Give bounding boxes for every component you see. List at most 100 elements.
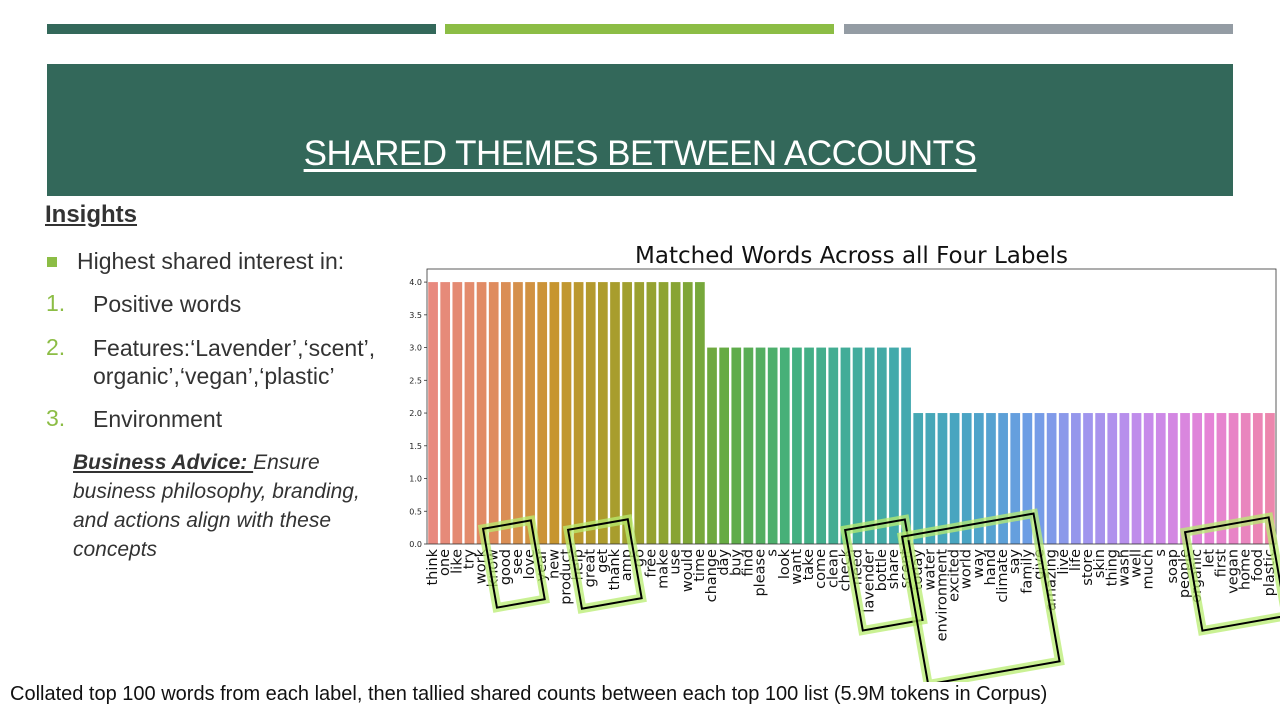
- chart-title: Matched Words Across all Four Labels: [635, 243, 1068, 269]
- bar-organic: [1192, 413, 1203, 544]
- bullet-text: Highest shared interest in:: [77, 248, 345, 274]
- bar-free: [646, 282, 657, 544]
- bar-make: [658, 282, 669, 544]
- bar-get: [598, 282, 608, 544]
- x-tick-label: share: [886, 549, 902, 589]
- x-tick-label: first: [1213, 549, 1229, 578]
- x-tick-label: good: [498, 549, 514, 585]
- y-tick-label: 2.5: [409, 376, 422, 385]
- y-tick-label: 4.0: [409, 278, 422, 287]
- x-tick-label: would: [680, 549, 696, 592]
- x-tick-label: try: [461, 549, 477, 570]
- x-tick-label: think: [425, 548, 441, 585]
- bar-bottle: [876, 347, 887, 544]
- y-tick-label: 0.0: [409, 540, 422, 549]
- x-tick-label: please: [753, 549, 769, 597]
- item-number: 1.: [46, 290, 66, 316]
- matched-words-bar-chart: Matched Words Across all Four Labels 0.0 0…: [409, 243, 1280, 682]
- bar-wash: [1119, 413, 1130, 544]
- bar-plastic: [1265, 413, 1275, 544]
- x-tick-label: skin: [1092, 549, 1108, 578]
- x-tick-label: excited: [947, 549, 963, 602]
- item-text: Positive words: [93, 291, 242, 317]
- bar-world: [961, 413, 972, 544]
- x-tick-label: one: [437, 549, 453, 576]
- bar-know: [488, 282, 499, 544]
- bar-day: [719, 347, 730, 544]
- y-tick-label: 1.5: [409, 442, 422, 451]
- bar-soap: [1168, 413, 1178, 544]
- bar-great: [585, 282, 596, 544]
- bar-water: [925, 413, 936, 544]
- y-tick-label: 1.0: [409, 475, 422, 484]
- bar-excited: [949, 413, 960, 544]
- bar-work: [476, 282, 487, 544]
- x-tick-label: family: [1019, 549, 1035, 594]
- x-tick-label: find: [740, 549, 756, 577]
- x-tick-label: like: [449, 549, 465, 574]
- bar-s: [767, 347, 778, 544]
- x-tick-label: time: [692, 549, 708, 582]
- x-tick-label: get: [595, 549, 611, 573]
- x-tick-label: buy: [728, 549, 744, 576]
- square-bullet-icon: [47, 257, 57, 267]
- title-banner: SHARED THEMES BETWEEN ACCOUNTS: [47, 64, 1233, 196]
- x-tick-label: bottle: [874, 549, 890, 591]
- x-tick-label: clean: [825, 549, 841, 588]
- bar-lavender: [864, 347, 875, 544]
- bar-say: [1010, 413, 1021, 544]
- x-tick-label: free: [643, 549, 659, 578]
- y-tick-label: 3.5: [409, 311, 422, 320]
- x-tick-label: wash: [1116, 549, 1132, 587]
- x-tick-label: want: [789, 549, 805, 585]
- bar-use: [670, 282, 681, 544]
- business-advice: Business Advice: Ensure business philoso…: [73, 448, 383, 564]
- y-tick-label: 0.5: [409, 507, 422, 516]
- bar-one: [440, 282, 451, 544]
- bar-year: [537, 282, 548, 544]
- bar-change: [707, 347, 717, 544]
- x-tick-label: way: [971, 549, 987, 579]
- x-tick-label: thing: [1104, 549, 1120, 586]
- x-tick-label: s: [1153, 549, 1169, 557]
- x-tick-label: take: [801, 549, 817, 580]
- bar-climate: [998, 413, 1008, 544]
- highlight-box-features-2: [1183, 516, 1280, 632]
- bar-thank: [610, 282, 620, 544]
- x-tick-label: say: [1007, 549, 1023, 574]
- bar-skin: [1095, 413, 1105, 544]
- highlight-box-features: [843, 518, 924, 632]
- top-accent-bar-dark-green: [47, 24, 436, 34]
- x-tick-label: hand: [983, 549, 999, 585]
- bar-amazing: [1046, 413, 1057, 544]
- x-tick-label: environment: [934, 549, 950, 642]
- x-tick-label: thank: [607, 548, 623, 590]
- bar-go: [634, 282, 645, 544]
- x-tick-label: life: [1068, 549, 1084, 571]
- x-tick-label: soap: [1165, 549, 1181, 584]
- bar-find: [743, 347, 754, 544]
- item-text-line2: organic’,‘vegan’,‘plastic’: [93, 363, 335, 389]
- bar-vegan: [1228, 413, 1239, 544]
- top-accent-bar-gray: [844, 24, 1233, 34]
- x-tick-label: vegan: [1226, 549, 1242, 594]
- footer-note: Collated top 100 words from each label, …: [10, 683, 1048, 705]
- y-tick-label: 2.0: [409, 409, 422, 418]
- bar-see: [513, 282, 523, 544]
- bar-love: [525, 282, 535, 544]
- bar-scent: [901, 347, 911, 544]
- x-tick-label: lavender: [862, 549, 878, 613]
- x-tick-label: well: [1129, 549, 1145, 578]
- slide-title: SHARED THEMES BETWEEN ACCOUNTS: [303, 134, 977, 173]
- bar-live: [1058, 413, 1069, 544]
- bar-help: [573, 282, 584, 544]
- bar-think: [428, 282, 438, 544]
- bar-product: [561, 282, 572, 544]
- bar-try: [464, 282, 475, 544]
- bar-thing: [1107, 413, 1118, 544]
- bar-like: [452, 282, 463, 544]
- bar-please: [755, 347, 766, 544]
- bar-share: [889, 347, 899, 544]
- x-tick-label: new: [546, 549, 562, 579]
- bar-first: [1216, 413, 1227, 544]
